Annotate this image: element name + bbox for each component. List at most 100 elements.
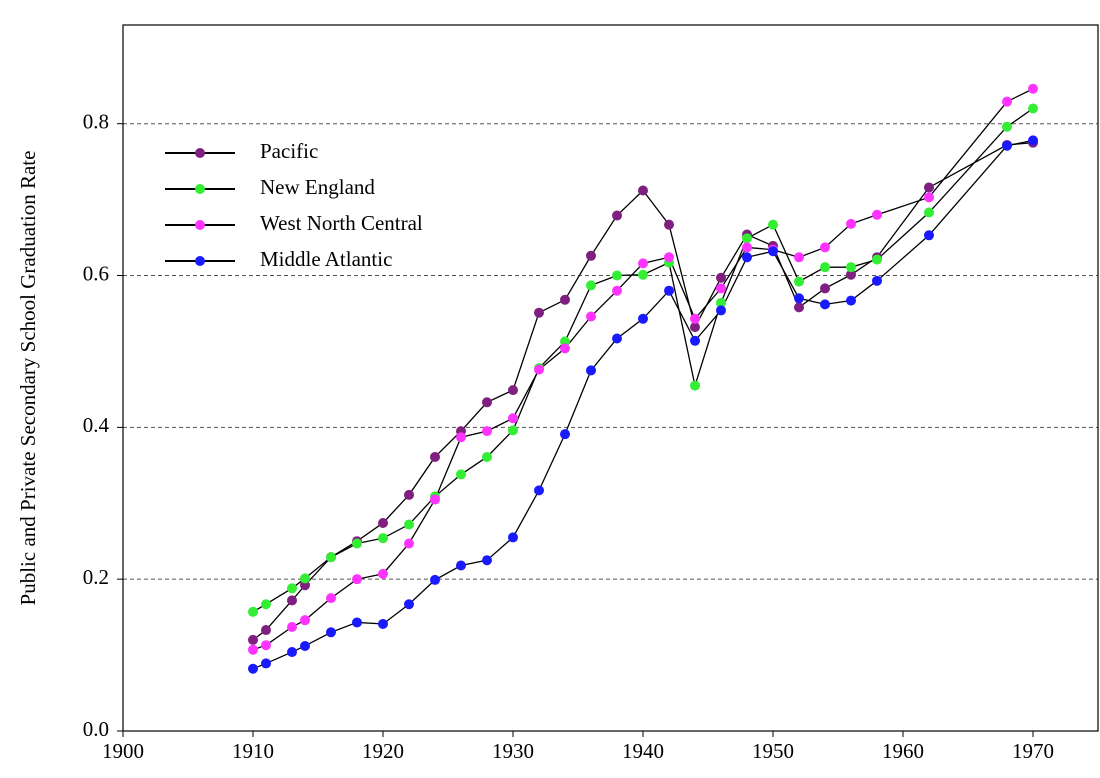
- data-point: [664, 252, 674, 263]
- x-tick-label: 1970: [1012, 739, 1054, 763]
- data-point: [716, 272, 726, 283]
- data-point: [612, 210, 622, 221]
- data-point: [508, 425, 518, 436]
- data-point: [430, 451, 440, 462]
- data-point: [248, 606, 258, 617]
- data-point: [664, 219, 674, 230]
- data-point: [404, 519, 414, 530]
- data-point: [261, 599, 271, 610]
- data-point: [300, 615, 310, 626]
- data-point: [1028, 135, 1038, 146]
- data-point: [924, 182, 934, 193]
- data-point: [924, 207, 934, 218]
- data-point: [742, 242, 752, 253]
- data-point: [482, 397, 492, 408]
- data-point: [664, 285, 674, 296]
- x-tick-label: 1950: [752, 739, 794, 763]
- data-point: [508, 413, 518, 424]
- data-point: [846, 295, 856, 306]
- legend-label: Pacific: [260, 139, 318, 163]
- y-tick-label: 0.0: [83, 717, 109, 741]
- data-point: [638, 258, 648, 269]
- legend-marker: [195, 148, 205, 158]
- data-point: [820, 262, 830, 273]
- data-point: [820, 299, 830, 310]
- x-tick-label: 1960: [882, 739, 924, 763]
- data-point: [638, 185, 648, 196]
- data-point: [404, 599, 414, 610]
- data-point: [612, 270, 622, 281]
- data-point: [924, 192, 934, 203]
- data-point: [638, 269, 648, 280]
- data-point: [261, 658, 271, 669]
- data-point: [352, 538, 362, 549]
- data-point: [248, 663, 258, 674]
- legend-label: West North Central: [260, 211, 423, 235]
- data-point: [560, 336, 570, 347]
- data-point: [482, 451, 492, 462]
- data-point: [287, 621, 297, 632]
- data-point: [378, 568, 388, 579]
- data-point: [846, 269, 856, 280]
- data-point: [638, 313, 648, 324]
- data-point: [534, 364, 544, 375]
- data-point: [508, 385, 518, 396]
- data-point: [586, 250, 596, 261]
- legend-marker: [195, 256, 205, 266]
- legend-marker: [195, 220, 205, 230]
- series-line: [252, 88, 1034, 651]
- x-tick-label: 1900: [102, 739, 144, 763]
- data-point: [1002, 96, 1012, 107]
- data-point: [768, 246, 778, 257]
- data-point: [326, 627, 336, 638]
- data-point: [846, 218, 856, 229]
- data-point: [300, 580, 310, 591]
- data-point: [690, 322, 700, 333]
- data-point: [378, 618, 388, 629]
- data-point: [287, 647, 297, 658]
- y-tick-label: 0.8: [83, 110, 109, 134]
- data-point: [1028, 83, 1038, 94]
- data-point: [872, 275, 882, 286]
- data-point: [287, 595, 297, 606]
- legend-label: New England: [260, 175, 375, 199]
- data-point: [456, 469, 466, 480]
- data-point: [586, 311, 596, 322]
- data-point: [430, 574, 440, 585]
- data-point: [404, 489, 414, 500]
- data-point: [456, 432, 466, 443]
- data-point: [560, 429, 570, 440]
- data-point: [794, 252, 804, 263]
- data-point: [430, 494, 440, 505]
- data-point: [508, 532, 518, 543]
- legend-marker: [195, 184, 205, 194]
- data-point: [248, 644, 258, 655]
- plot-frame: [122, 24, 1099, 732]
- data-point: [326, 552, 336, 563]
- data-point: [742, 252, 752, 263]
- data-point: [716, 305, 726, 316]
- x-tick-label: 1930: [492, 739, 534, 763]
- data-point: [794, 293, 804, 304]
- y-tick-label: 0.2: [83, 565, 109, 589]
- data-point: [820, 242, 830, 253]
- data-point: [742, 233, 752, 244]
- data-point: [768, 219, 778, 230]
- data-point: [378, 533, 388, 544]
- data-point: [612, 333, 622, 344]
- data-point: [534, 307, 544, 318]
- data-point: [924, 230, 934, 241]
- data-point: [586, 280, 596, 291]
- data-point: [794, 302, 804, 313]
- y-tick-label: 0.6: [83, 261, 109, 285]
- data-point: [456, 560, 466, 571]
- data-point: [560, 343, 570, 354]
- data-point: [300, 573, 310, 584]
- data-point: [820, 283, 830, 294]
- data-point: [846, 262, 856, 273]
- data-point: [872, 254, 882, 265]
- legend-label: Middle Atlantic: [260, 247, 392, 271]
- data-point: [560, 294, 570, 305]
- data-point: [534, 485, 544, 496]
